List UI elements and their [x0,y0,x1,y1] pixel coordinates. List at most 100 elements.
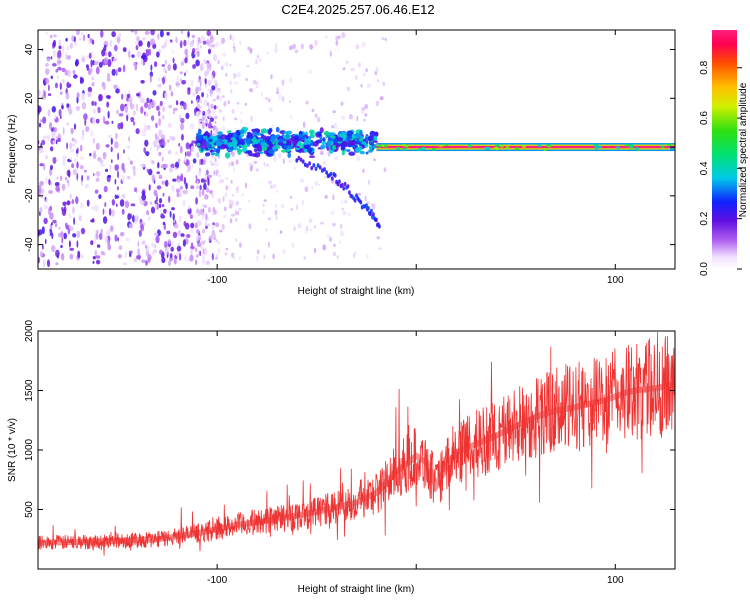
spread-blob [297,134,304,137]
noise-blob [132,214,135,223]
noise-blob [158,203,162,209]
noise-blob [88,52,92,59]
noise-blob [203,194,208,200]
carrier-blob [417,147,422,151]
noise-blob [210,193,215,199]
noise-blob [158,151,162,157]
spread-blob [227,142,234,148]
noise-blob [203,247,208,256]
noise-blob [215,42,219,48]
noise-blob [51,232,54,239]
noise-blob [222,196,225,203]
noise-blob [145,260,148,266]
noise-blob [71,137,75,142]
noise-blob [148,168,153,176]
noise-blob [222,125,226,131]
noise-blob [138,40,143,47]
spread-blob [220,143,226,150]
noise-blob [151,160,155,165]
noise-blob [149,74,152,83]
spread-blob [237,147,241,153]
noise-blob [376,79,380,83]
noise-blob [337,48,340,51]
noise-blob [341,115,346,121]
noise-blob [228,161,231,167]
noise-blob [109,164,112,171]
noise-blob [255,85,259,89]
noise-blob [263,254,266,259]
noise-blob [302,121,306,128]
noise-blob [168,167,174,173]
noise-blob [69,193,72,200]
noise-blob [271,124,274,128]
noise-blob [91,100,95,106]
noise-blob [61,236,64,244]
noise-blob [111,199,116,206]
noise-blob [73,123,77,130]
noise-blob [308,218,313,224]
noise-blob [134,30,138,35]
noise-blob [202,40,207,45]
noise-blob [282,158,285,164]
noise-blob [178,143,181,147]
noise-blob [235,159,239,165]
noise-blob [43,261,46,266]
noise-blob [206,62,209,69]
noise-blob [126,176,131,180]
noise-blob [157,162,160,169]
noise-blob [47,84,50,92]
spread-blob [374,131,379,136]
noise-blob [95,177,100,182]
noise-blob [106,72,111,81]
noise-blob [186,234,191,238]
noise-blob [55,139,58,145]
noise-blob [76,147,79,154]
carrier-blob [598,145,603,149]
noise-blob [192,64,197,69]
noise-blob [337,35,341,40]
noise-blob [190,222,195,229]
noise-blob [88,39,91,45]
noise-blob [176,192,180,198]
noise-blob [52,219,57,224]
noise-blob [189,40,194,48]
spread-blob [227,130,232,134]
noise-blob [221,37,226,44]
noise-blob [175,100,179,106]
noise-blob [141,131,147,137]
noise-blob [340,101,344,106]
carrier-blob [669,147,674,151]
noise-blob [130,103,135,110]
branch-blob [367,206,370,211]
noise-blob [110,146,113,153]
noise-blob [160,134,166,141]
noise-blob [281,79,285,86]
spread-blob [286,130,293,135]
noise-blob [110,137,113,145]
noise-blob [240,111,243,115]
noise-blob [43,205,49,210]
noise-blob [324,195,328,199]
spread-blob [335,143,341,148]
noise-blob [207,223,211,227]
spread-blob [271,139,276,142]
noise-blob [209,160,213,164]
noise-blob [244,102,247,106]
noise-blob [95,142,100,150]
noise-blob [117,254,122,259]
noise-blob [163,223,166,231]
noise-blob [195,208,200,214]
noise-blob [104,57,109,65]
colorbar-label: Normalized spectral amplitude [738,82,749,217]
noise-blob [205,187,210,193]
noise-blob [76,161,79,169]
noise-blob [38,89,41,97]
noise-blob [105,168,108,172]
noise-blob [256,54,260,59]
noise-blob [41,139,46,146]
noise-blob [187,207,192,215]
noise-blob [150,64,153,71]
carrier-blob [515,147,519,151]
noise-blob [366,254,369,259]
noise-blob [222,116,225,122]
